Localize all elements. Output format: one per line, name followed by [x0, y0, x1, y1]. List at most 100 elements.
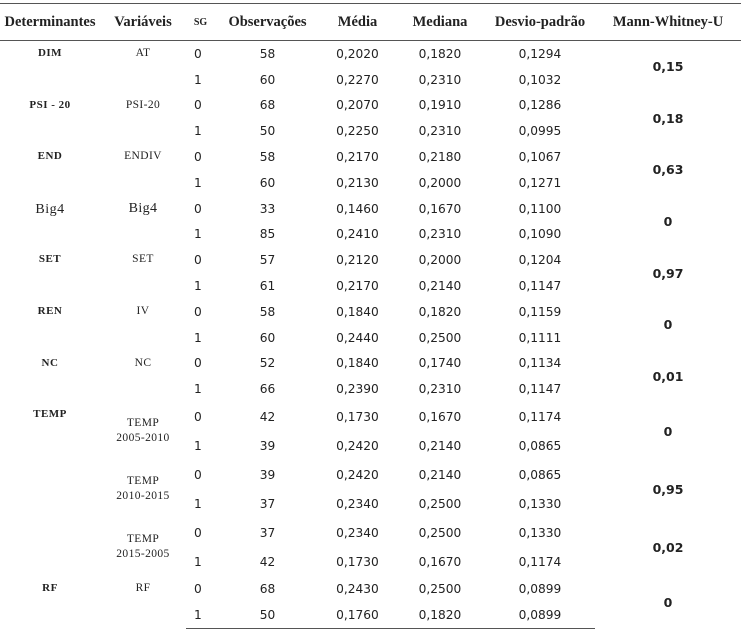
sg: 1: [194, 438, 202, 453]
sg: 0: [194, 409, 202, 424]
median: 0,2140: [418, 467, 462, 482]
median: 0,2000: [418, 175, 462, 190]
sg: 0: [194, 201, 202, 216]
table-row: 1 39 0,2420 0,2140 0,0865: [0, 431, 741, 460]
sg: 1: [194, 382, 202, 397]
mean: 0,1840: [336, 304, 379, 319]
std-dev: 0,1147: [518, 382, 562, 397]
median: 0,2310: [418, 72, 462, 87]
median: 0,2500: [418, 330, 462, 345]
table-row: DIM AT 0 58 0,2020 0,1820 0,1294 0,15: [0, 41, 741, 74]
observations: 57: [259, 253, 276, 268]
sg: 1: [186, 601, 215, 629]
table-row: 1 66 0,2390 0,2310 0,1147: [0, 376, 741, 402]
mean: 0,2120: [336, 253, 379, 268]
mann-whitney: 0,63: [652, 162, 684, 178]
column-header: Média: [320, 3, 395, 41]
std-dev: 0,0865: [518, 467, 562, 482]
std-dev: 0,1174: [518, 409, 562, 424]
observations: 39: [259, 467, 276, 482]
table-row: 1 60 0,2270 0,2310 0,1032: [0, 67, 741, 93]
table-row: REN IV 0 58 0,1840 0,1820 0,1159 0: [0, 299, 741, 332]
sg: 1: [194, 227, 202, 242]
sg: 1: [194, 330, 202, 345]
median: 0,1820: [418, 46, 462, 61]
std-dev: 0,1294: [518, 46, 562, 61]
mann-whitney: 0,95: [652, 481, 684, 497]
observations: 37: [259, 496, 276, 511]
table-row: 1 50 0,2250 0,2310 0,0995: [0, 118, 741, 144]
median: 0,2500: [418, 525, 462, 540]
sg: 0: [194, 304, 202, 319]
table: Determinantes Variáveis SG Observações Média…: [0, 3, 741, 629]
mean: 0,2430: [336, 582, 379, 597]
mann-whitney: 0,01: [652, 368, 684, 384]
table-row: TEMP 2010-2015 0 39 0,2420 0,2140 0,0865 0,95: [0, 460, 741, 503]
determinant: SET: [38, 253, 62, 266]
sg: 0: [194, 98, 202, 113]
mann-whitney: 0: [663, 317, 673, 333]
std-dev: 0,1100: [518, 201, 562, 216]
observations: 60: [259, 175, 276, 190]
median: 0,1670: [418, 201, 462, 216]
table-body: DIM AT 0 58 0,2020 0,1820 0,1294 0,15 1 60 0,2270 0…: [0, 41, 741, 629]
std-dev: 0,1174: [518, 554, 562, 569]
variable: RF: [135, 582, 151, 595]
mean: 0,1730: [336, 554, 379, 569]
table-row: RF RF 0 68 0,2430 0,2500 0,0899 0: [0, 576, 741, 610]
mean: 0,2340: [336, 525, 379, 540]
observations: 50: [215, 601, 320, 629]
mean: 0,2270: [336, 72, 379, 87]
table-row: TEMP 2015-2005 0 37 0,2340 0,2500 0,1330 0,02: [0, 518, 741, 561]
table-row: 1 60 0,2440 0,2500 0,1111: [0, 325, 741, 351]
observations: 68: [259, 98, 276, 113]
mean: 0,1730: [336, 409, 379, 424]
mean: 0,2340: [336, 496, 379, 511]
mean: 0,2170: [336, 279, 379, 294]
variable: NC: [134, 356, 152, 369]
sg: 1: [194, 175, 202, 190]
variable: AT: [135, 47, 151, 59]
std-dev: 0,1067: [518, 150, 562, 165]
observations: 68: [259, 582, 276, 597]
sg: 0: [194, 253, 202, 268]
column-header: Variáveis: [100, 3, 186, 41]
determinant: Big4: [35, 201, 65, 217]
std-dev: 0,1204: [518, 253, 562, 268]
determinant: DIM: [37, 47, 63, 59]
observations: 33: [259, 201, 276, 216]
determinant: TEMP: [33, 408, 67, 421]
observations: 58: [259, 46, 276, 61]
table-row: END ENDIV 0 58 0,2170 0,2180 0,1067 0,63: [0, 144, 741, 177]
observations: 58: [259, 150, 276, 165]
observations: 42: [259, 409, 276, 424]
determinant: RF: [42, 582, 58, 595]
determinant: REN: [37, 304, 63, 317]
sg: 0: [194, 582, 202, 597]
sg: 1: [194, 279, 202, 294]
observations: 60: [259, 330, 276, 345]
std-dev: 0,1159: [518, 304, 562, 319]
mean: 0,2420: [336, 438, 379, 453]
median: 0,2180: [418, 150, 462, 165]
table-row: 1 60 0,2130 0,2000 0,1271: [0, 170, 741, 196]
median: 0,1670: [418, 554, 462, 569]
variable: TEMP 2005-2010: [116, 417, 170, 445]
determinant: PSI - 20: [29, 98, 71, 111]
observations: 60: [259, 72, 276, 87]
mann-whitney: 0: [663, 594, 673, 610]
variable: Big4: [128, 200, 158, 216]
determinant: NC: [41, 356, 59, 369]
std-dev: 0,0865: [518, 438, 562, 453]
table-row: 1 37 0,2340 0,2500 0,1330: [0, 489, 741, 518]
sg: 0: [194, 46, 202, 61]
observations: 66: [259, 382, 276, 397]
median: 0,1910: [418, 98, 462, 113]
std-dev: 0,1271: [518, 175, 562, 190]
sg: 1: [194, 496, 202, 511]
median: 0,1670: [418, 409, 462, 424]
observations: 52: [259, 356, 276, 371]
sg: 1: [194, 554, 202, 569]
median: 0,1820: [418, 304, 462, 319]
mean: 0,1760: [320, 601, 395, 629]
